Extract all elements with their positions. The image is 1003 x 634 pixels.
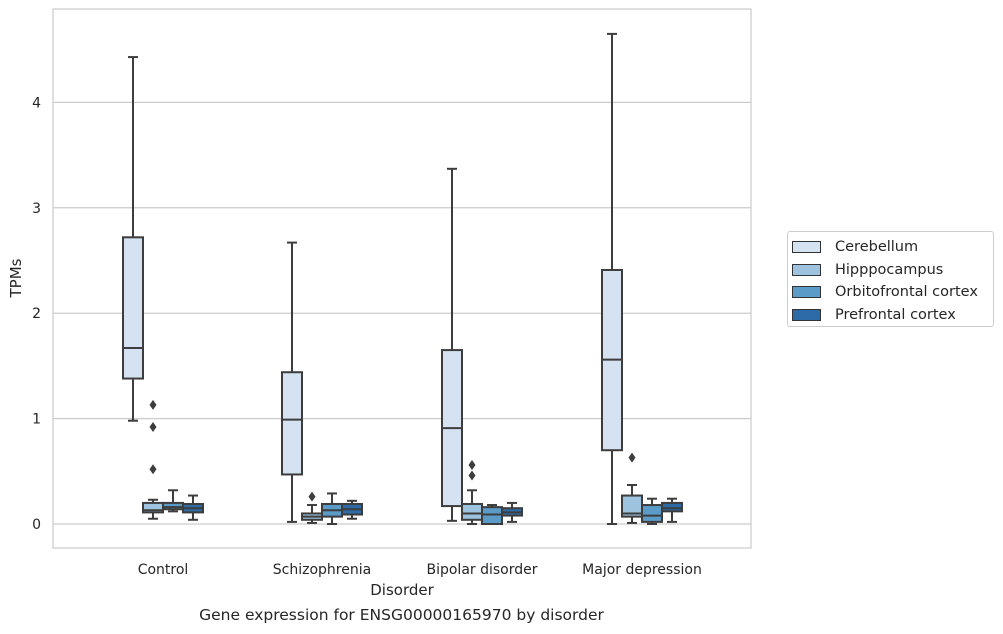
outlier-point [308,491,316,502]
plot-frame [52,8,752,549]
outlier-point [468,459,476,470]
chart-caption: Gene expression for ENSG00000165970 by d… [199,606,604,624]
outlier-point [149,422,157,433]
x-tick-label: Schizophrenia [273,562,371,578]
y-axis-label: TPMs [7,258,25,298]
grid-lines [53,101,751,525]
x-axis-label: Disorder [370,581,434,599]
legend: Cerebellum Hipppocampus Orbitofrontal cort… [787,231,994,327]
outlier-point [628,452,636,463]
box-iqr [641,504,663,523]
x-tick-labels: Control Schizophrenia Bipolar disorder Majo… [138,562,702,578]
box-hipppocampus [301,491,323,524]
box-iqr [281,371,303,476]
box-orbitofrontal-cortex [162,489,184,513]
box-hipppocampus [142,399,164,520]
legend-item: Cerebellum [788,236,993,259]
legend-item: Orbitofrontal cortex [788,281,993,304]
box-prefrontal-cortex [182,494,204,521]
box-cerebellum [441,167,463,522]
box-prefrontal-cortex [661,497,683,523]
y-tick-label: 2 [32,306,41,322]
box-iqr [162,501,184,511]
box-iqr [481,506,503,525]
legend-swatch [792,286,821,299]
y-tick-label: 4 [32,95,41,111]
x-tick-label: Bipolar disorder [426,562,537,578]
box-group [122,32,683,525]
x-tick-label: Major depression [582,562,702,578]
outlier-point [149,464,157,475]
box-orbitofrontal-cortex [481,504,503,525]
box-orbitofrontal-cortex [321,492,343,525]
x-tick-label: Control [138,562,189,578]
legend-swatch [792,241,821,254]
y-tick-label: 3 [32,201,41,217]
box-prefrontal-cortex [341,499,363,520]
box-cerebellum [601,32,623,525]
outlier-point [468,470,476,481]
box-orbitofrontal-cortex [641,497,663,525]
box-iqr [661,501,683,513]
legend-item: Prefrontal cortex [788,304,993,327]
box-iqr [122,236,144,380]
y-tick-labels: 0 1 2 3 4 [32,95,41,533]
box-prefrontal-cortex [501,501,523,523]
legend-label: Orbitofrontal cortex [835,284,978,301]
y-tick-label: 1 [32,412,41,428]
legend-label: Cerebellum [835,239,919,256]
y-tick-label: 0 [32,517,41,533]
box-cerebellum [122,56,144,422]
box-cerebellum [281,241,303,523]
box-hipppocampus [461,459,483,525]
box-iqr [461,502,483,521]
legend-label: Prefrontal cortex [835,306,956,323]
legend-swatch [792,263,821,276]
box-hipppocampus [621,452,643,524]
legend-item: Hipppocampus [788,259,993,282]
legend-swatch [792,308,821,321]
legend-label: Hipppocampus [835,261,944,278]
outlier-point [149,399,157,410]
